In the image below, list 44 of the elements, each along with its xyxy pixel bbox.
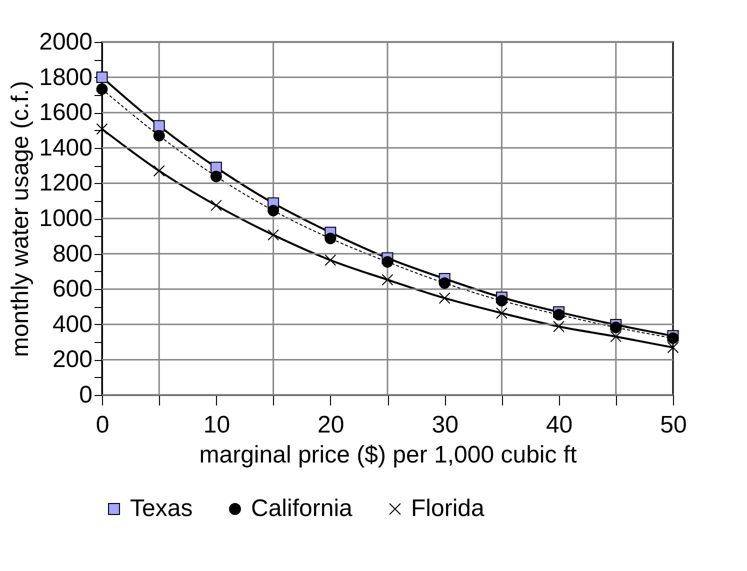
y-tick-label: 200	[52, 346, 92, 374]
y-tick-label: 1600	[39, 99, 92, 126]
point	[610, 330, 622, 342]
y-tick-label: 600	[52, 276, 92, 303]
point	[210, 162, 222, 174]
point	[96, 83, 108, 95]
point	[210, 200, 222, 212]
point	[382, 256, 394, 268]
x-tick-label: 40	[546, 412, 573, 438]
legend-label: California	[251, 495, 354, 522]
y-tick-label: 1400	[39, 134, 92, 162]
x-tick-label: 50	[660, 412, 687, 438]
point	[667, 342, 679, 354]
y-tick-label: 1000	[39, 205, 92, 232]
point	[553, 308, 565, 320]
y-tick-label: 1800	[39, 64, 92, 91]
x-tick-label: 10	[203, 412, 230, 438]
point	[610, 322, 622, 334]
x-tick-label: 20	[318, 412, 344, 438]
x-tick-label: 0	[96, 412, 110, 438]
point	[324, 232, 336, 244]
y-tick-label: 2000	[39, 28, 92, 56]
point	[268, 204, 280, 216]
point	[496, 307, 508, 319]
point	[438, 292, 450, 304]
point	[553, 320, 565, 332]
point	[153, 130, 165, 142]
legend-label: Florida	[411, 495, 486, 522]
point	[438, 277, 450, 289]
x-axis-title: marginal price ($) per 1,000 cubic ft	[199, 442, 578, 468]
y-tick-label: 1200	[39, 170, 92, 197]
point	[324, 254, 336, 266]
y-tick-label: 800	[52, 240, 92, 268]
x-tick-label: 30	[432, 412, 458, 438]
point	[268, 229, 280, 241]
point	[210, 170, 222, 182]
y-tick-label: 400	[52, 310, 92, 338]
point	[496, 295, 508, 306]
point	[153, 165, 165, 177]
legend-label: Texas	[130, 495, 193, 522]
point	[382, 274, 394, 286]
y-tick-label: 0	[79, 382, 92, 408]
y-axis-title: monthly water usage (c.f.)	[7, 80, 34, 358]
point	[153, 120, 165, 132]
